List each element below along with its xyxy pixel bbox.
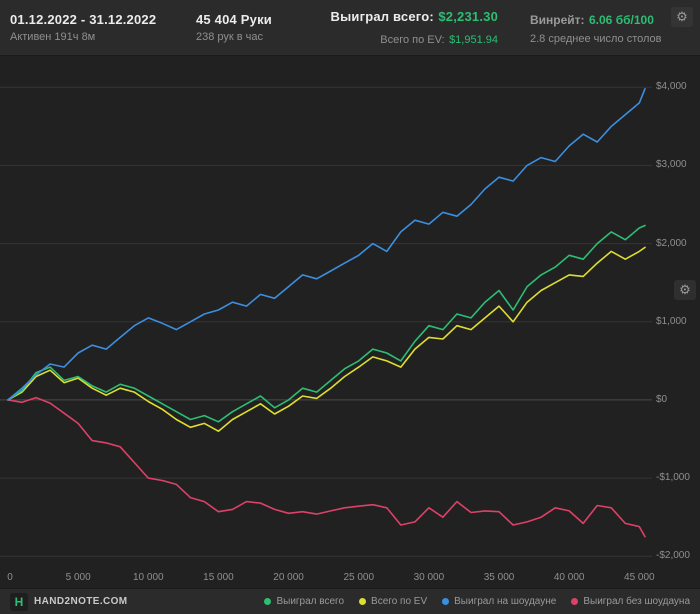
- legend-item-ev[interactable]: Всего по EV: [359, 596, 427, 607]
- x-axis-label: 5 000: [65, 572, 91, 583]
- y-axis-label: $0: [656, 393, 668, 405]
- settings-gear-icon[interactable]: ⚙: [671, 7, 693, 27]
- y-axis-label: $3,000: [656, 159, 687, 171]
- date-range-block: 01.12.2022 - 31.12.2022 Активен 191ч 8м: [10, 12, 196, 43]
- hand2note-logo-icon: H: [10, 592, 28, 611]
- x-axis-label: 0: [7, 572, 13, 583]
- y-axis-label: -$1,000: [656, 472, 690, 484]
- y-axis-label: $2,000: [656, 237, 687, 249]
- x-axis-label: 40 000: [553, 572, 585, 583]
- winrate-block: Винрейт: 6.06 бб/100 2.8 среднее число с…: [530, 11, 662, 45]
- y-axis-label: $4,000: [656, 81, 687, 93]
- legend-item-nonshowdown[interactable]: Выиграл без шоудауна: [571, 596, 690, 607]
- x-axis-label: 25 000: [343, 572, 375, 583]
- legend-item-total[interactable]: Выиграл всего: [264, 596, 344, 607]
- hands-count: 45 404 Руки: [196, 12, 272, 27]
- ev-total-label: Всего по EV:: [380, 33, 445, 46]
- winnings-block: Выиграл всего: $2,231.30 Всего по EV: $1…: [322, 8, 498, 48]
- chart-settings-gear-icon[interactable]: ⚙: [674, 280, 696, 300]
- ev-total-value: $1,951.94: [449, 33, 498, 46]
- x-axis-label: 20 000: [273, 572, 304, 583]
- winrate-value: 6.06 бб/100: [589, 12, 654, 27]
- chart-area: ⚙ $4,000 $3,000 $2,000 $1,000 $0 -$1,000 -$2,0…: [0, 56, 700, 568]
- x-axis-label: 35 000: [483, 572, 515, 583]
- legend-dot-ev-icon: [359, 598, 367, 605]
- footer-bar: H HAND2NOTE.COM Выиграл всего Всего по E…: [0, 588, 700, 614]
- avg-tables: 2.8 среднее число столов: [530, 32, 662, 45]
- legend-dot-total-icon: [264, 598, 272, 605]
- x-axis-label: 30 000: [413, 572, 445, 583]
- x-axis-label: 45 000: [624, 572, 655, 583]
- x-axis: 0 5 000 10 000 15 000 20 000 25 000 30 000 35 0…: [0, 568, 700, 588]
- hand2note-logo-text: HAND2NOTE.COM: [34, 596, 128, 607]
- y-axis-label: -$2,000: [656, 550, 690, 562]
- legend-item-showdown[interactable]: Выиграл на шоудауне: [442, 596, 556, 607]
- hands-block: 45 404 Руки 238 рук в час: [196, 12, 304, 43]
- legend-label-total: Выиграл всего: [276, 596, 345, 607]
- chart-svg: [0, 86, 652, 557]
- date-range: 01.12.2022 - 31.12.2022: [10, 12, 157, 27]
- x-axis-label: 10 000: [132, 572, 164, 583]
- legend-dot-showdown-icon: [442, 598, 450, 605]
- legend-label-nonshowdown: Выиграл без шоудауна: [583, 596, 690, 607]
- hand2note-logo[interactable]: H HAND2NOTE.COM: [10, 592, 128, 611]
- stats-header: 01.12.2022 - 31.12.2022 Активен 191ч 8м …: [0, 0, 700, 56]
- active-time: Активен 191ч 8м: [10, 31, 96, 43]
- chart-legend: Выиграл всего Всего по EV Выиграл на шоу…: [264, 596, 690, 607]
- legend-label-showdown: Выиграл на шоудауне: [454, 596, 557, 607]
- won-total-label: Выиграл всего:: [330, 8, 434, 24]
- legend-label-ev: Всего по EV: [371, 596, 428, 607]
- hands-per-hour: 238 рук в час: [196, 31, 264, 43]
- y-axis-label: $1,000: [656, 315, 687, 327]
- winrate-label: Винрейт:: [530, 12, 585, 27]
- x-axis-label: 15 000: [203, 572, 234, 583]
- legend-dot-nonshowdown-icon: [571, 598, 579, 605]
- won-total-value: $2,231.30: [438, 8, 498, 24]
